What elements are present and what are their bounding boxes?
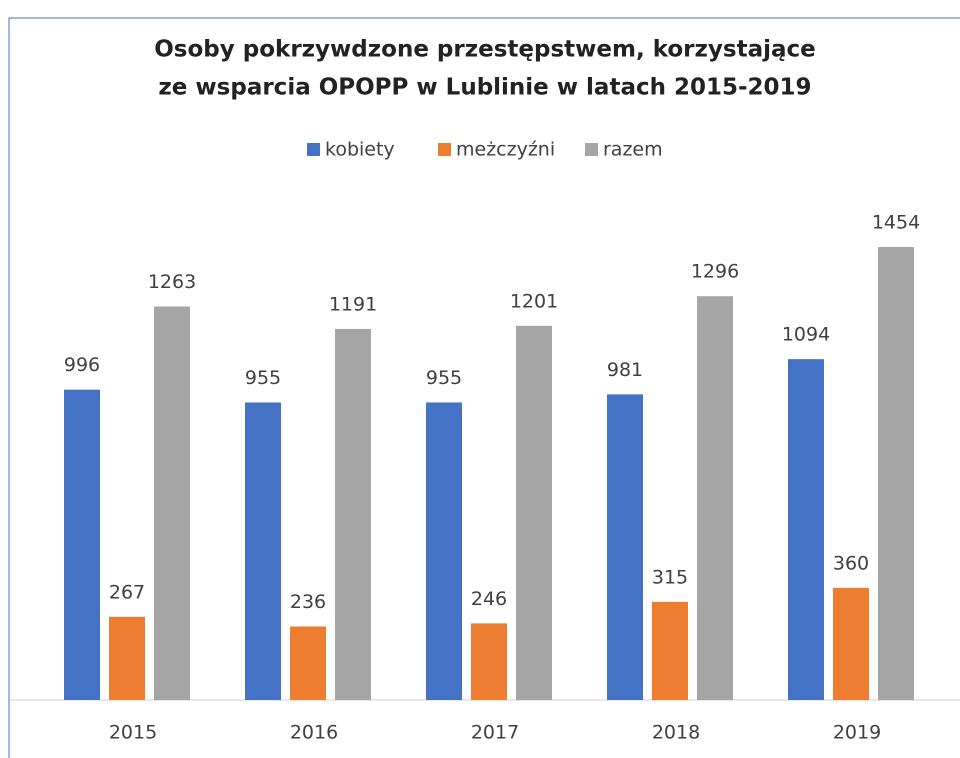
value-label: 1094: [782, 324, 830, 346]
legend-label: meżczyźni: [456, 139, 555, 161]
bar: [64, 389, 100, 700]
bar: [516, 325, 552, 700]
bar: [109, 616, 145, 700]
value-label: 360: [833, 552, 869, 574]
bar: [697, 296, 733, 700]
x-tick-label: 2016: [290, 722, 338, 744]
x-tick-label: 2015: [109, 722, 157, 744]
value-label: 315: [652, 566, 688, 588]
legend-swatch: [438, 143, 451, 156]
bar: [878, 247, 914, 700]
x-tick-label: 2019: [833, 722, 881, 744]
legend-swatch: [307, 143, 320, 156]
bar: [788, 359, 824, 700]
value-label: 1191: [329, 293, 377, 315]
x-tick-label: 2017: [471, 722, 519, 744]
bar: [426, 402, 462, 700]
value-label: 1296: [691, 261, 739, 283]
value-label: 996: [64, 354, 100, 376]
value-label: 1201: [510, 290, 558, 312]
value-label: 955: [426, 367, 462, 389]
value-label: 246: [471, 588, 507, 610]
value-label: 1454: [872, 212, 920, 234]
bar: [471, 623, 507, 700]
value-label: 955: [245, 367, 281, 389]
bar: [154, 306, 190, 700]
legend-label: razem: [603, 139, 663, 161]
value-label: 267: [109, 581, 145, 603]
bar: [290, 626, 326, 700]
x-tick-label: 2018: [652, 722, 700, 744]
value-label: 1263: [148, 271, 196, 293]
value-label: 981: [607, 359, 643, 381]
bar: [245, 402, 281, 700]
chart-title: ze wsparcia OPOPP w Lublinie w latach 20…: [158, 75, 811, 101]
value-label: 236: [290, 591, 326, 613]
bar: [607, 394, 643, 700]
bar: [652, 601, 688, 700]
legend-label: kobiety: [325, 139, 395, 161]
legend-swatch: [585, 143, 598, 156]
chart-title: Osoby pokrzywdzone przestępstwem, korzys…: [154, 37, 816, 63]
bar: [833, 587, 869, 700]
bar: [335, 328, 371, 700]
